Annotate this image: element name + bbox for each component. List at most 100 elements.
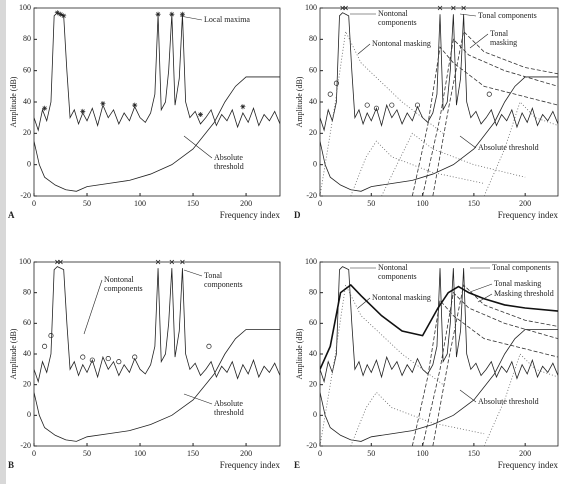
annotation-line: Absolute threshold	[478, 143, 539, 152]
annotation: Absolute threshold	[478, 397, 539, 406]
marker	[61, 13, 67, 19]
y-tick-label: 20	[23, 128, 31, 137]
annotation: Tonal masking	[490, 29, 517, 47]
series-line	[320, 12, 558, 132]
y-tick-label: 0	[27, 159, 31, 168]
annotation-line: components	[378, 272, 417, 281]
marker	[437, 5, 443, 11]
series-line	[34, 12, 280, 132]
annotation-arrow	[477, 293, 493, 303]
annotation-arrow	[469, 33, 489, 49]
x-tick-label: 0	[318, 199, 322, 208]
y-tick-label: 80	[23, 34, 31, 43]
annotation: Absolute threshold	[478, 143, 539, 152]
marker	[343, 5, 348, 11]
annotation-arrow	[459, 13, 477, 17]
marker	[180, 259, 185, 265]
marker	[42, 105, 48, 111]
annotation: Tonal components	[492, 263, 551, 272]
y-tick-label: 100	[19, 3, 31, 12]
x-tick-label: 150	[468, 199, 480, 208]
y-tick-label: 0	[313, 410, 317, 419]
series-line	[350, 391, 485, 446]
x-tick-label: 0	[32, 199, 36, 208]
annotation: Tonal components	[478, 11, 537, 20]
x-axis-label: Frequency index	[498, 460, 559, 470]
annotation: Nontonal masking	[372, 293, 431, 302]
x-tick-label: 150	[468, 449, 480, 458]
y-tick-label: 0	[313, 159, 317, 168]
series-line	[432, 284, 558, 446]
marker	[132, 102, 138, 108]
annotation: Absolute threshold	[214, 153, 244, 171]
annotation-line: Nontonal	[378, 9, 409, 18]
x-tick-label: 200	[240, 199, 252, 208]
annotation-arrow	[459, 135, 477, 149]
series-line	[320, 266, 558, 384]
y-tick-label: 60	[309, 65, 317, 74]
panel-label: D	[294, 210, 301, 220]
series-line	[34, 266, 280, 384]
edge-strip	[0, 0, 6, 484]
series-line	[34, 76, 280, 192]
annotation-arrow	[179, 15, 203, 21]
series-line	[320, 30, 444, 196]
series-line	[320, 283, 558, 370]
annotation-line: threshold	[214, 162, 244, 171]
y-tick-label: 40	[309, 349, 317, 358]
annotation-line: components	[104, 284, 143, 293]
y-tick-label: 80	[23, 287, 31, 296]
annotation-line: Tonal	[204, 271, 223, 280]
marker	[169, 11, 175, 17]
marker	[155, 11, 161, 17]
annotation-arrow	[83, 279, 103, 335]
marker	[486, 91, 492, 97]
y-tick-label: 60	[309, 318, 317, 327]
x-tick-label: 200	[519, 449, 531, 458]
y-tick-label: -20	[306, 441, 317, 450]
annotation-line: Masking threshold	[494, 289, 554, 298]
series-line	[483, 353, 558, 446]
annotation: Nontonal masking	[372, 39, 431, 48]
panel-label: E	[294, 460, 300, 470]
annotation-line: Absolute	[214, 399, 243, 408]
marker	[240, 104, 246, 110]
marker	[461, 5, 466, 11]
marker	[100, 101, 106, 107]
x-tick-label: 0	[32, 449, 36, 458]
marker	[373, 105, 379, 111]
marker	[80, 108, 86, 114]
annotation-line: Nontonal masking	[372, 293, 431, 302]
series-line	[320, 283, 444, 446]
annotation-line: masking	[490, 38, 517, 47]
annotation-line: components	[378, 18, 417, 27]
panel-label: B	[8, 460, 14, 470]
y-tick-label: 20	[23, 379, 31, 388]
annotation-arrow	[357, 43, 371, 55]
annotation: Nontonal components	[378, 263, 417, 281]
x-tick-label: 0	[318, 449, 322, 458]
marker	[179, 11, 185, 17]
panel-label: A	[8, 210, 15, 220]
annotation-line: Tonal masking	[494, 279, 541, 288]
x-axis-label: Frequency index	[220, 210, 281, 220]
series-line	[350, 140, 485, 196]
series-line	[422, 38, 558, 196]
marker	[80, 354, 86, 360]
marker	[389, 102, 395, 108]
annotation-line: Tonal components	[478, 11, 537, 20]
x-tick-label: 200	[240, 449, 252, 458]
y-tick-label: -20	[20, 191, 31, 200]
y-tick-label: 100	[19, 257, 31, 266]
y-tick-label: 100	[305, 257, 317, 266]
y-axis-label: Amplitude (dB)	[9, 328, 18, 379]
marker	[364, 102, 370, 108]
marker	[206, 343, 212, 349]
x-axis-label: Frequency index	[498, 210, 559, 220]
annotation-arrow	[183, 393, 213, 405]
y-tick-label: 40	[23, 97, 31, 106]
y-tick-label: 20	[309, 379, 317, 388]
x-tick-label: 100	[134, 449, 146, 458]
annotation-line: components	[204, 280, 243, 289]
